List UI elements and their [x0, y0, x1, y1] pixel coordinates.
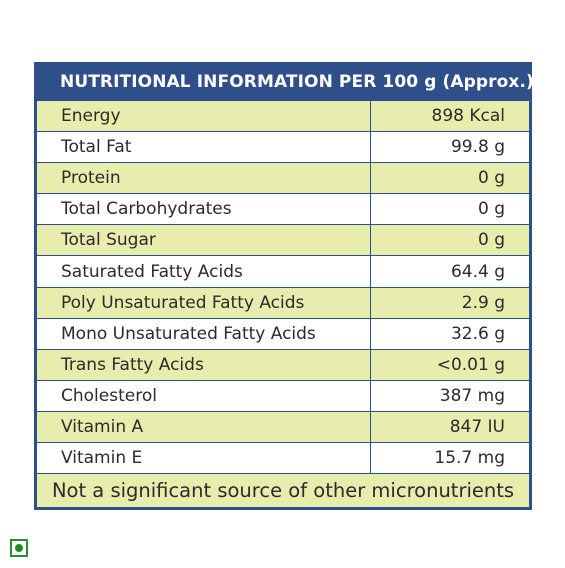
nutrient-value: 0 g	[370, 193, 530, 226]
nutrient-value: <0.01 g	[370, 348, 530, 381]
table-row: Trans Fatty Acids <0.01 g	[36, 348, 530, 381]
nutrient-name: Poly Unsaturated Fatty Acids	[36, 286, 371, 319]
nutrient-value: 0 g	[370, 224, 530, 257]
nutrient-name: Cholesterol	[36, 379, 371, 412]
nutrient-value: 99.8 g	[370, 131, 530, 164]
table-footer-note: Not a significant source of other micron…	[36, 473, 530, 509]
nutrition-table-panel: NUTRITIONAL INFORMATION PER 100 g (Appro…	[34, 62, 534, 511]
nutrient-name: Vitamin A	[36, 410, 371, 444]
table-row: Total Sugar 0 g	[36, 224, 530, 257]
nutrient-value: 32.6 g	[370, 317, 530, 350]
nutrient-name: Vitamin E	[36, 442, 371, 475]
table-row: Cholesterol 387 mg	[36, 379, 530, 412]
nutrient-name: Total Sugar	[36, 224, 371, 257]
nutrient-name: Saturated Fatty Acids	[36, 255, 371, 288]
table-footer-row: Not a significant source of other micron…	[36, 473, 530, 509]
nutrition-table: Energy 898 Kcal Total Fat 99.8 g Protein 0 …	[36, 99, 530, 509]
nutrient-name: Trans Fatty Acids	[36, 348, 371, 381]
nutrient-value: 15.7 mg	[370, 442, 530, 475]
nutrition-table-title: NUTRITIONAL INFORMATION PER 100 g (Appro…	[36, 64, 534, 100]
nutrient-value: 2.9 g	[370, 286, 530, 319]
nutrient-value: 898 Kcal	[370, 99, 530, 133]
table-row: Vitamin A 847 IU	[36, 410, 530, 444]
nutrient-value: 847 IU	[370, 410, 530, 444]
table-row: Poly Unsaturated Fatty Acids 2.9 g	[36, 286, 530, 319]
table-row: Mono Unsaturated Fatty Acids 32.6 g	[36, 317, 530, 350]
table-row: Protein 0 g	[36, 162, 530, 195]
nutrient-name: Mono Unsaturated Fatty Acids	[36, 317, 371, 350]
table-row: Total Fat 99.8 g	[36, 131, 530, 164]
table-row: Total Carbohydrates 0 g	[36, 193, 530, 226]
table-row: Saturated Fatty Acids 64.4 g	[36, 255, 530, 288]
nutrient-value: 64.4 g	[370, 255, 530, 288]
vegetarian-mark-icon	[10, 539, 28, 557]
vegetarian-dot	[15, 544, 23, 552]
table-row: Vitamin E 15.7 mg	[36, 442, 530, 475]
nutrient-name: Protein	[36, 162, 371, 195]
nutrient-value: 387 mg	[370, 379, 530, 412]
table-row: Energy 898 Kcal	[36, 99, 530, 133]
nutrient-name: Total Fat	[36, 131, 371, 164]
nutrient-value: 0 g	[370, 162, 530, 195]
nutrient-name: Total Carbohydrates	[36, 193, 371, 226]
nutrient-name: Energy	[36, 99, 371, 133]
